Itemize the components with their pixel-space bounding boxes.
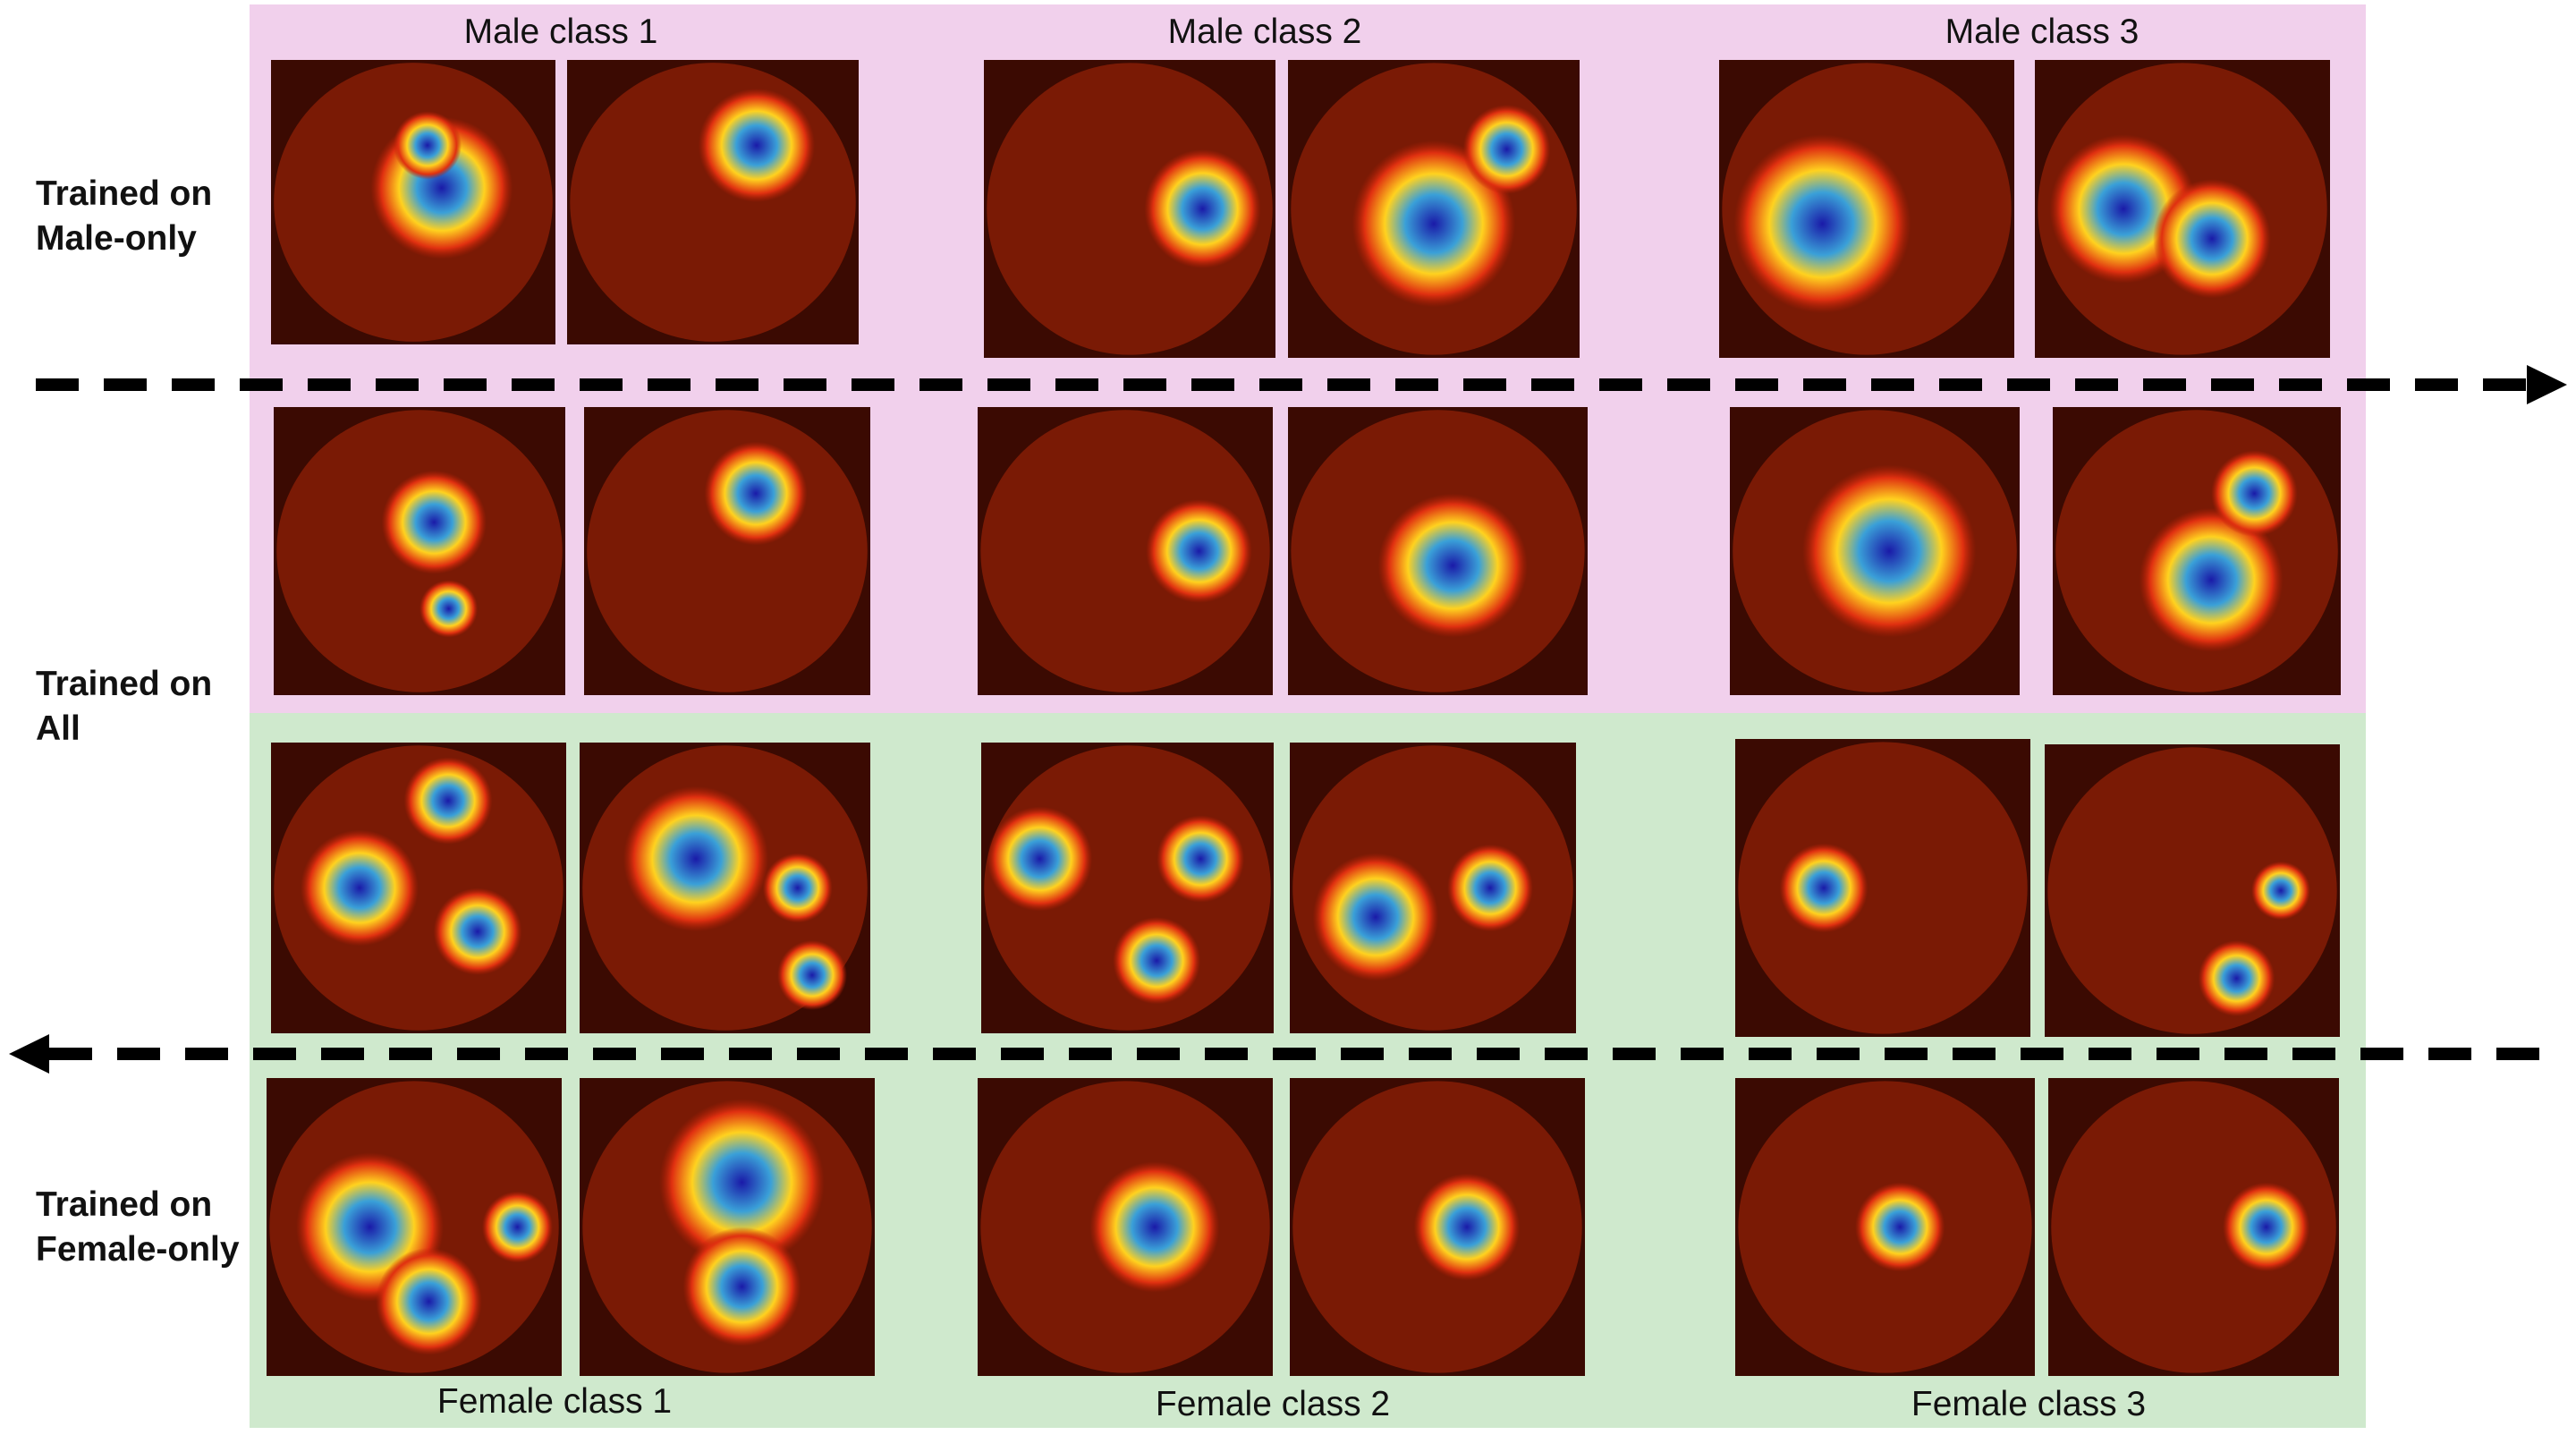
heatmap-image-tile — [1288, 407, 1588, 695]
heatmap-image-tile — [981, 743, 1274, 1033]
fundus-heatmap-image — [1288, 407, 1588, 695]
fundus-heatmap-image — [1735, 1078, 2035, 1376]
heatmap-image-tile — [984, 60, 1275, 358]
heatmap-image-tile — [1290, 743, 1576, 1033]
arrow-right-male — [36, 365, 2567, 404]
fundus-heatmap-image — [978, 1078, 1273, 1376]
heatmap-image-tile — [1288, 60, 1580, 358]
heatmap-image-tile — [271, 60, 555, 344]
fundus-heatmap-image — [2053, 407, 2341, 695]
column-title-female-class-2: Female class 2 — [1155, 1385, 1391, 1423]
fundus-heatmap-image — [984, 60, 1275, 358]
row-label-female-only: Trained on Female-only — [36, 1183, 240, 1272]
fundus-heatmap-image — [1288, 60, 1580, 358]
column-title-female-class-1: Female class 1 — [436, 1382, 673, 1421]
heatmap-image-tile — [1290, 1078, 1585, 1376]
row-label-male-only-line1: Trained on — [36, 174, 213, 213]
fundus-heatmap-image — [2048, 1078, 2339, 1376]
heatmap-image-tile — [2035, 60, 2330, 358]
heatmap-image-tile — [567, 60, 859, 344]
heatmap-image-tile — [978, 1078, 1273, 1376]
fundus-heatmap-image — [274, 407, 565, 695]
heatmap-image-tile — [1735, 739, 2030, 1037]
fundus-heatmap-image — [1290, 743, 1576, 1033]
heatmap-image-tile — [978, 407, 1273, 695]
heatmap-image-tile — [274, 407, 565, 695]
column-title-female-class-3: Female class 3 — [1911, 1385, 2147, 1423]
column-title-male-class-1: Male class 1 — [463, 13, 658, 51]
arrow-left-female — [9, 1034, 2545, 1074]
heatmap-image-tile — [584, 407, 870, 695]
fundus-heatmap-image — [567, 60, 859, 344]
heatmap-image-tile — [580, 1078, 875, 1376]
fundus-heatmap-image — [2045, 744, 2340, 1037]
row-label-all: Trained on All — [36, 662, 212, 751]
row-label-all-line2: All — [36, 709, 80, 748]
fundus-heatmap-image — [2035, 60, 2330, 358]
heatmap-image-tile — [580, 743, 870, 1033]
fundus-heatmap-image — [267, 1078, 562, 1376]
fundus-heatmap-image — [1719, 60, 2014, 358]
heatmap-image-tile — [2048, 1078, 2339, 1376]
heatmap-image-tile — [1735, 1078, 2035, 1376]
fundus-heatmap-image — [981, 743, 1274, 1033]
fundus-heatmap-image — [1735, 739, 2030, 1037]
fundus-heatmap-image — [271, 743, 566, 1033]
fundus-heatmap-image — [580, 1078, 875, 1376]
row-label-female-only-line2: Female-only — [36, 1230, 240, 1269]
heatmap-image-tile — [2053, 407, 2341, 695]
heatmap-image-tile — [267, 1078, 562, 1376]
heatmap-image-tile — [2045, 744, 2340, 1037]
fundus-heatmap-image — [1290, 1078, 1585, 1376]
fundus-heatmap-image — [584, 407, 870, 695]
row-label-female-only-line1: Trained on — [36, 1185, 213, 1224]
row-label-male-only: Trained on Male-only — [36, 172, 212, 261]
fundus-heatmap-image — [271, 60, 555, 344]
column-title-male-class-2: Male class 2 — [1167, 13, 1362, 51]
heatmap-image-tile — [1730, 407, 2020, 695]
fundus-heatmap-image — [978, 407, 1273, 695]
column-title-male-class-3: Male class 3 — [1945, 13, 2140, 51]
heatmap-image-tile — [1719, 60, 2014, 358]
fundus-heatmap-image — [1730, 407, 2020, 695]
fundus-heatmap-image — [580, 743, 870, 1033]
row-label-all-line1: Trained on — [36, 665, 213, 703]
heatmap-image-tile — [271, 743, 566, 1033]
row-label-male-only-line2: Male-only — [36, 219, 197, 258]
